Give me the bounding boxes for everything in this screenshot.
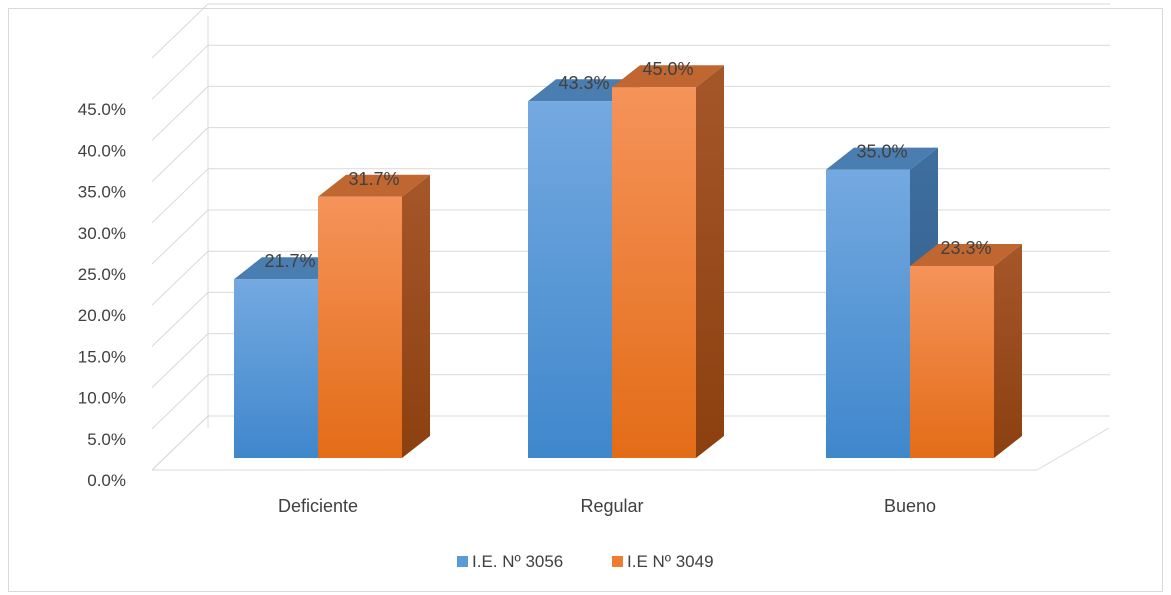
y-tick-label: 0.0% <box>87 471 126 490</box>
y-tick-label: 15.0% <box>78 347 126 366</box>
y-tick-label: 5.0% <box>87 430 126 449</box>
y-tick-label: 35.0% <box>78 183 126 202</box>
bar-side <box>402 174 430 459</box>
x-tick-label: Regular <box>580 496 643 516</box>
gridline-diagonal <box>151 292 209 347</box>
data-label: 31.7% <box>348 169 399 189</box>
bars <box>234 65 1022 459</box>
y-tick-label: 20.0% <box>78 306 126 325</box>
bar-side <box>696 65 724 458</box>
bar-front <box>528 101 612 458</box>
bar-front <box>234 279 318 458</box>
legend-item: I.E Nº 3049 <box>612 552 714 571</box>
x-tick-label: Bueno <box>884 496 936 516</box>
gridline-diagonal <box>151 86 209 141</box>
bar-top <box>910 244 1022 267</box>
legend-label: I.E. Nº 3056 <box>472 552 563 571</box>
gridline-diagonal <box>151 333 209 388</box>
bar-front <box>318 196 402 459</box>
data-labels: 21.7% 31.7% 43.3% 45.0% 35.0% 23.3% <box>264 59 991 271</box>
gridline-diagonal <box>151 168 209 224</box>
bar-side <box>994 244 1022 458</box>
x-tick-label: Deficiente <box>278 496 358 516</box>
data-label: 43.3% <box>558 73 609 93</box>
data-label: 23.3% <box>940 238 991 258</box>
x-axis: Deficiente Regular Bueno <box>278 496 936 516</box>
data-label: 35.0% <box>856 142 907 162</box>
bar <box>910 244 1022 458</box>
gridline-diagonal <box>151 374 209 430</box>
bar-front <box>910 266 994 458</box>
bar-top <box>318 174 430 197</box>
floor-right-edge <box>1036 427 1110 471</box>
data-label: 45.0% <box>642 59 693 79</box>
bar-front <box>612 87 696 458</box>
legend-swatch <box>457 556 468 567</box>
y-tick-label: 10.0% <box>78 389 126 408</box>
legend: I.E. Nº 3056 I.E Nº 3049 <box>457 552 714 571</box>
gridline-diagonal <box>151 415 209 471</box>
bar-top <box>612 65 724 88</box>
bar-front <box>826 169 910 458</box>
bar-top <box>826 147 938 170</box>
gridline-diagonal <box>151 44 209 100</box>
gridline-diagonal <box>151 250 209 306</box>
y-tick-label: 40.0% <box>78 141 126 160</box>
gridline-diagonal <box>151 209 209 265</box>
gridline-diagonal <box>151 3 209 59</box>
y-tick-label: 25.0% <box>78 265 126 284</box>
y-tick-label: 45.0% <box>78 100 126 119</box>
gridline-diagonal <box>151 127 209 182</box>
data-label: 21.7% <box>264 251 315 271</box>
legend-swatch <box>612 556 623 567</box>
bar <box>612 65 724 458</box>
y-tick-label: 30.0% <box>78 224 126 243</box>
legend-label: I.E Nº 3049 <box>627 552 714 571</box>
y-axis: 0.0% 5.0% 10.0% 15.0% 20.0% 25.0% 30.0% 35.0% 40… <box>78 100 126 490</box>
bar <box>318 174 430 459</box>
legend-item: I.E. Nº 3056 <box>457 552 563 571</box>
